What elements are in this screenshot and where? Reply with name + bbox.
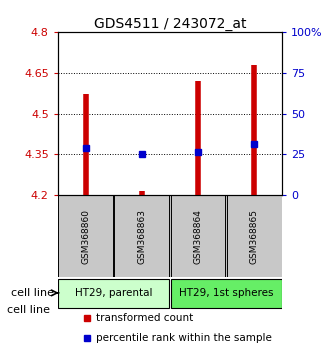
Bar xyxy=(171,195,225,277)
Text: percentile rank within the sample: percentile rank within the sample xyxy=(96,333,272,343)
Text: cell line: cell line xyxy=(7,305,50,315)
Bar xyxy=(171,279,281,308)
Title: GDS4511 / 243072_at: GDS4511 / 243072_at xyxy=(94,17,246,31)
Text: GSM368863: GSM368863 xyxy=(137,209,147,264)
Text: cell line: cell line xyxy=(11,288,54,298)
Bar xyxy=(115,195,169,277)
Text: GSM368865: GSM368865 xyxy=(249,209,259,264)
Text: HT29, parental: HT29, parental xyxy=(75,288,152,298)
Bar xyxy=(227,195,281,277)
Bar xyxy=(58,279,169,308)
Text: HT29, 1st spheres: HT29, 1st spheres xyxy=(179,288,273,298)
Bar xyxy=(58,195,113,277)
Text: transformed count: transformed count xyxy=(96,313,193,323)
Text: GSM368860: GSM368860 xyxy=(81,209,90,264)
Text: GSM368864: GSM368864 xyxy=(193,209,203,263)
